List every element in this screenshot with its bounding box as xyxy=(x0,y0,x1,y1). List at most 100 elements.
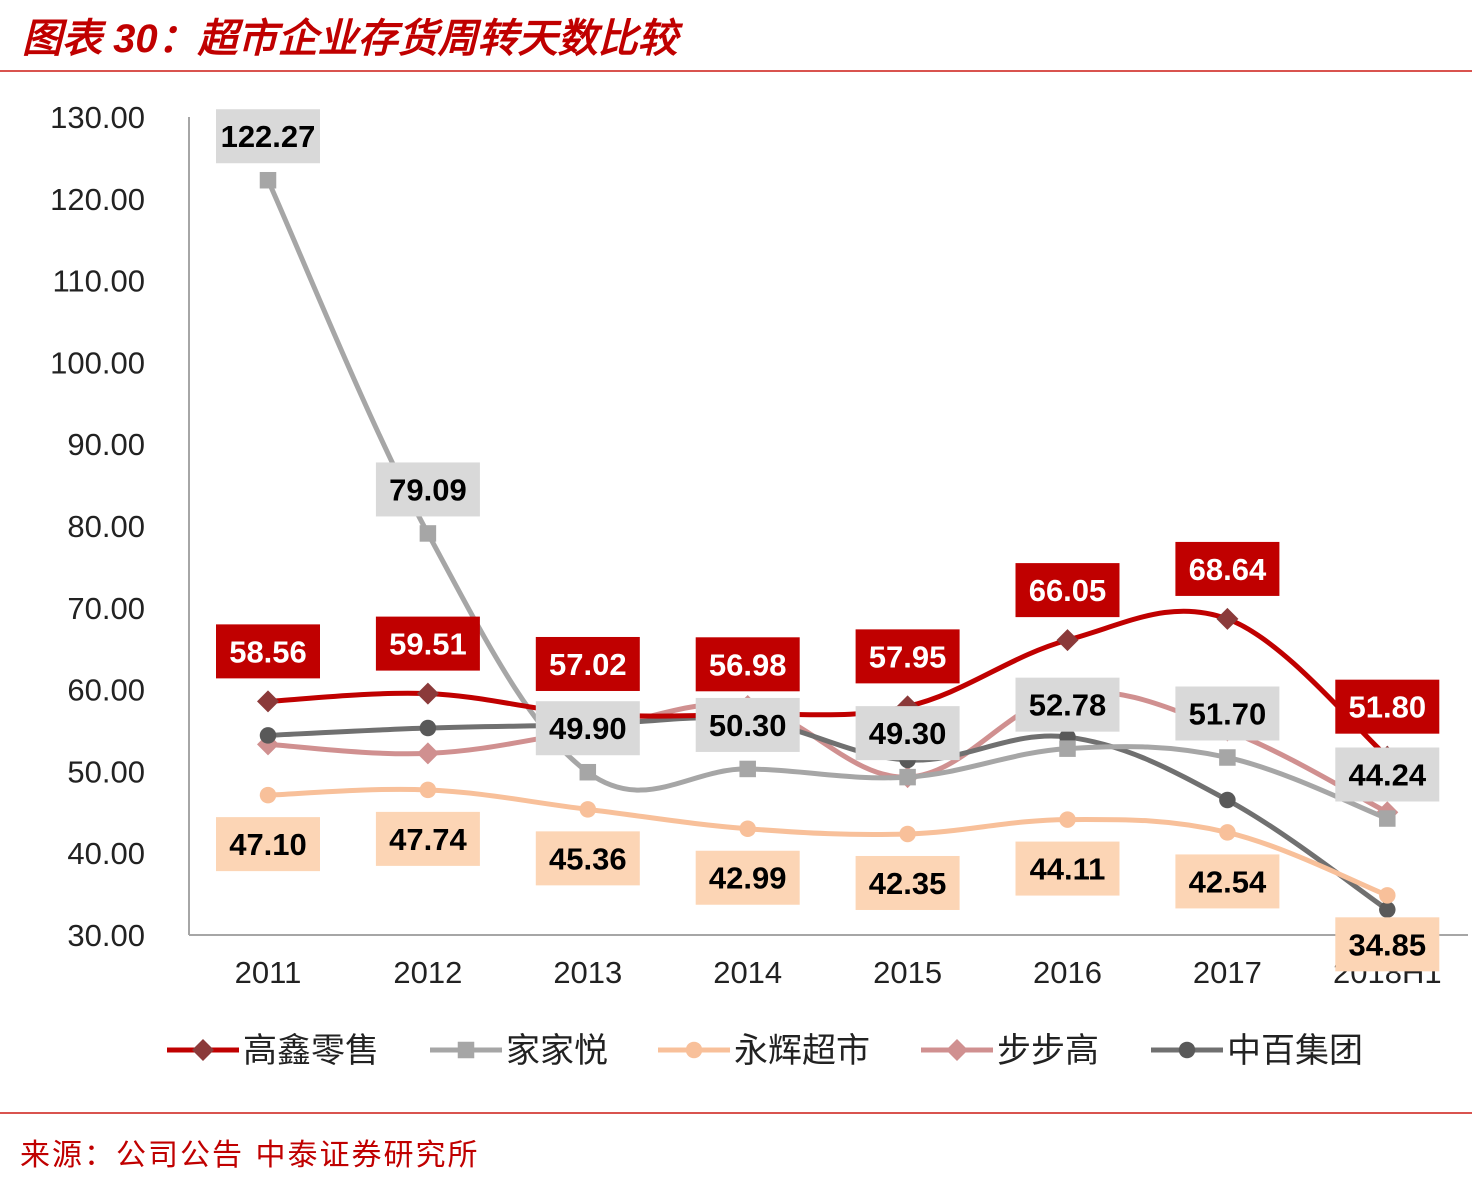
data-point-diamond xyxy=(257,690,279,713)
data-label-box xyxy=(1175,541,1280,596)
data-label-box xyxy=(1015,841,1120,896)
data-label: 51.70 xyxy=(1175,686,1280,741)
data-label-text: 51.70 xyxy=(1189,696,1267,731)
y-tick-label: 120.00 xyxy=(50,182,145,217)
data-point-circle xyxy=(259,727,277,744)
data-point-square xyxy=(419,525,437,542)
data-point-square xyxy=(1219,749,1236,766)
data-label-text: 44.24 xyxy=(1349,758,1427,793)
data-label-box xyxy=(216,109,320,164)
data-label-box xyxy=(375,462,480,517)
line-chart: 30.00 40.00 50.00 60.00 70.00 80.00 90.00 100.0… xyxy=(50,100,1468,1070)
legend-item: 高鑫零售 xyxy=(167,1032,379,1070)
y-tick-label: 100.00 xyxy=(50,345,145,380)
series-line xyxy=(265,786,1390,898)
data-label: 57.02 xyxy=(535,636,640,691)
data-point-circle xyxy=(1379,887,1396,904)
data-label-text: 58.56 xyxy=(229,634,307,669)
figure-title: 图表 30：超市企业存货周转天数比较 xyxy=(22,17,678,61)
data-label-text: 56.98 xyxy=(709,647,787,682)
data-label-text: 122.27 xyxy=(221,119,316,154)
x-tick-label: 2011 xyxy=(235,955,302,990)
data-label-text: 52.78 xyxy=(1029,688,1107,723)
data-label-text: 79.09 xyxy=(389,472,467,507)
data-label-box xyxy=(855,706,960,761)
data-label-box xyxy=(535,701,640,756)
data-label: 42.99 xyxy=(695,850,800,905)
y-tick-label: 130.00 xyxy=(50,100,145,135)
data-label: 42.54 xyxy=(1175,854,1280,909)
data-label: 45.36 xyxy=(535,831,640,886)
data-point-circle xyxy=(1379,901,1396,918)
data-label-box xyxy=(216,624,320,679)
y-tick-label: 110.00 xyxy=(52,264,145,299)
data-label: 47.74 xyxy=(375,811,480,866)
data-label: 68.64 xyxy=(1175,541,1280,596)
series-line xyxy=(265,715,1390,913)
data-label-text: 68.64 xyxy=(1189,552,1267,587)
title-divider xyxy=(0,70,1472,72)
data-point-square xyxy=(259,171,277,189)
data-label: 58.56 xyxy=(216,624,320,679)
x-tick-label: 2014 xyxy=(713,955,782,990)
data-label-box xyxy=(1335,679,1440,734)
legend-label: 家家悦 xyxy=(506,1032,608,1070)
legend-item: 中百集团 xyxy=(1151,1032,1363,1070)
data-label-box xyxy=(1015,563,1120,618)
data-label-box xyxy=(375,616,480,671)
data-point-diamond xyxy=(1216,607,1239,630)
legend-marker-diamond xyxy=(946,1039,968,1061)
data-label-text: 34.85 xyxy=(1349,927,1427,962)
legend-label: 中百集团 xyxy=(1227,1032,1363,1070)
data-label: 59.51 xyxy=(375,616,480,671)
data-label-text: 57.02 xyxy=(549,647,627,682)
data-label: 34.85 xyxy=(1335,917,1440,972)
data-point-circle xyxy=(899,825,916,843)
data-point-circle xyxy=(419,781,437,799)
data-label-text: 47.10 xyxy=(229,827,307,862)
data-point-diamond xyxy=(416,742,439,765)
legend-label: 步步高 xyxy=(997,1032,1099,1070)
legend-item: 步步高 xyxy=(921,1032,1099,1070)
data-point-circle xyxy=(739,820,756,837)
data-label-box xyxy=(1175,686,1280,741)
data-label-text: 47.74 xyxy=(389,822,467,857)
data-point-square xyxy=(1379,810,1396,827)
data-label-text: 49.30 xyxy=(869,716,947,751)
data-label-box xyxy=(1015,677,1120,732)
data-label-box xyxy=(695,697,800,752)
y-tick-label: 70.00 xyxy=(67,591,145,626)
data-label: 50.30 xyxy=(695,697,800,752)
data-point-square xyxy=(579,763,597,781)
data-label-box xyxy=(855,855,960,910)
data-point-square xyxy=(739,760,756,778)
data-label-box xyxy=(1175,854,1280,909)
data-point-circle xyxy=(1059,811,1076,828)
y-tick-label: 60.00 xyxy=(67,673,145,708)
data-point-circle xyxy=(1219,824,1236,841)
y-tick-label: 50.00 xyxy=(67,754,145,789)
source-note: 来源：公司公告 中泰证券研究所 xyxy=(20,1138,480,1173)
series-2 xyxy=(259,781,1396,904)
data-label-text: 66.05 xyxy=(1029,573,1107,608)
x-tick-label: 2016 xyxy=(1033,955,1102,990)
data-point-square xyxy=(899,768,916,786)
data-label: 49.90 xyxy=(535,701,640,756)
x-tick-label: 2012 xyxy=(393,955,462,990)
data-point-circle xyxy=(419,719,437,737)
data-label-text: 42.35 xyxy=(869,866,947,901)
data-point-circle xyxy=(1219,791,1236,809)
legend-label: 永辉超市 xyxy=(734,1032,870,1070)
legend-marker-diamond xyxy=(192,1039,214,1061)
data-point-diamond xyxy=(416,682,439,705)
data-label-text: 42.99 xyxy=(709,861,787,896)
data-label-text: 51.80 xyxy=(1349,690,1427,725)
data-label: 51.80 xyxy=(1335,679,1440,734)
legend-marker-circle xyxy=(685,1041,703,1059)
data-label-text: 42.54 xyxy=(1189,864,1267,899)
x-tick-label: 2015 xyxy=(873,955,942,990)
data-label-box xyxy=(1335,917,1440,972)
data-label: 57.95 xyxy=(855,629,960,684)
data-label-box xyxy=(855,629,960,684)
data-label-text: 57.95 xyxy=(869,639,947,674)
